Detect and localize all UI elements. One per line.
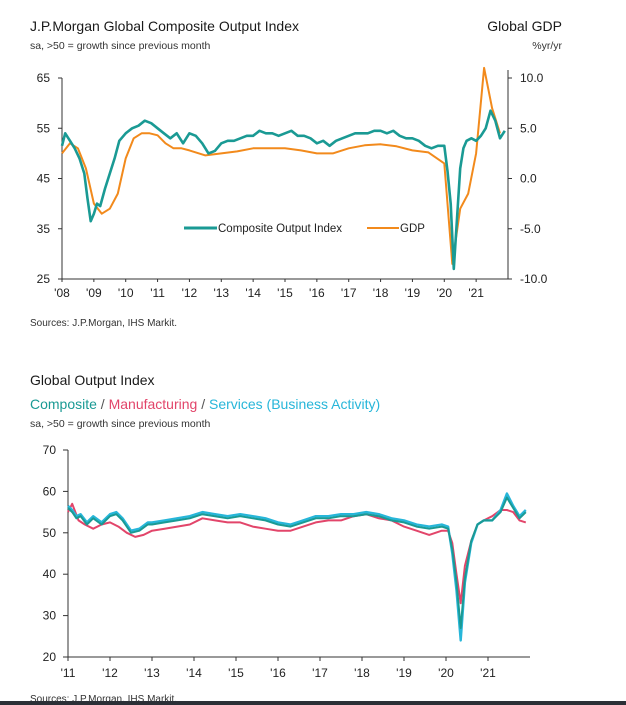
chart2-series-subtitle: Composite / Manufacturing / Services (Bu… bbox=[30, 396, 380, 412]
chart1-x-tick-label: '15 bbox=[277, 286, 293, 300]
chart2-x-tick-label: '12 bbox=[102, 666, 118, 680]
composite-gdp-chart-panel: J.P.Morgan Global Composite Output Index… bbox=[0, 0, 626, 340]
chart2-x-tick-label: '19 bbox=[396, 666, 412, 680]
chart2-x-tick-label: '21 bbox=[480, 666, 496, 680]
chart1-x-tick-label: '14 bbox=[245, 286, 261, 300]
chart2-y-tick-label: 40 bbox=[43, 567, 57, 581]
chart2-y-tick-label: 30 bbox=[43, 609, 57, 623]
chart1-x-tick-label: '18 bbox=[373, 286, 389, 300]
chart1-x-tick-label: '19 bbox=[405, 286, 421, 300]
chart2-x-tick-label: '20 bbox=[438, 666, 454, 680]
chart2-x-tick-label: '15 bbox=[228, 666, 244, 680]
chart1-x-tick-label: '21 bbox=[468, 286, 484, 300]
chart2-x-tick-label: '18 bbox=[354, 666, 370, 680]
chart1-right-tick-label: 10.0 bbox=[520, 71, 544, 85]
chart2-plot: 70 60 50 40 30 20 '11 '12 '13 '14 '15 '16 '17 '18 '19 '… bbox=[43, 443, 530, 680]
legend-composite-label: Composite Output Index bbox=[218, 223, 342, 235]
chart1-x-tick-label: '10 bbox=[118, 286, 134, 300]
chart1-x-tick-label: '16 bbox=[309, 286, 325, 300]
services-series-line bbox=[67, 492, 527, 642]
chart1-right-tick-label: 5.0 bbox=[520, 121, 537, 135]
chart2-x-tick-label: '13 bbox=[144, 666, 160, 680]
chart1-x-tick-label: '20 bbox=[436, 286, 452, 300]
chart2-y-tick-label: 20 bbox=[43, 650, 57, 664]
bottom-bar bbox=[0, 701, 626, 705]
chart1-right-title: Global GDP bbox=[487, 18, 562, 34]
chart1-right-unit: %yr/yr bbox=[532, 40, 562, 52]
chart2-subtitle: sa, >50 = growth since previous month bbox=[30, 418, 211, 430]
chart2-x-tick-label: '14 bbox=[186, 666, 202, 680]
chart1-right-tick-label: 0.0 bbox=[520, 172, 537, 186]
chart1-subtitle: sa, >50 = growth since previous month bbox=[30, 40, 211, 52]
subtitle-composite: Composite bbox=[30, 396, 97, 412]
subtitle-sep-2: / bbox=[197, 396, 209, 412]
composite-series-line bbox=[60, 109, 506, 271]
chart1-left-tick-label: 25 bbox=[37, 272, 51, 286]
chart1-right-tick-label: -10.0 bbox=[520, 272, 548, 286]
global-output-chart-panel: Global Output Index Composite / Manufact… bbox=[0, 360, 626, 705]
chart1-title: J.P.Morgan Global Composite Output Index bbox=[30, 18, 300, 34]
chart2-y-tick-label: 50 bbox=[43, 526, 57, 540]
chart2-title: Global Output Index bbox=[30, 372, 155, 388]
chart1-x-tick-label: '08 bbox=[54, 286, 70, 300]
chart2-x-tick-label: '16 bbox=[270, 666, 286, 680]
chart1-x-tick-label: '17 bbox=[341, 286, 357, 300]
chart2-y-tick-label: 60 bbox=[43, 484, 57, 498]
chart2-source: Sources: J.P.Morgan, IHS Markit. bbox=[30, 694, 178, 705]
subtitle-services: Services (Business Activity) bbox=[208, 396, 381, 412]
chart1-left-tick-label: 45 bbox=[37, 172, 51, 186]
chart1-right-tick-label: -5.0 bbox=[520, 222, 541, 236]
chart2-x-tick-label: '11 bbox=[61, 666, 76, 680]
chart2-y-tick-label: 70 bbox=[43, 443, 57, 457]
chart1-source: Sources: J.P.Morgan, IHS Markit. bbox=[30, 318, 178, 329]
gdp-series-line bbox=[61, 66, 501, 265]
chart1-x-tick-label: '09 bbox=[86, 286, 102, 300]
chart1-left-tick-label: 65 bbox=[37, 71, 51, 85]
chart1-x-tick-label: '13 bbox=[213, 286, 229, 300]
legend-gdp-label: GDP bbox=[400, 223, 425, 235]
composite-series-line-2 bbox=[67, 496, 527, 629]
chart1-plot: 65 55 45 35 25 10.0 5.0 0.0 -5.0 -10.0 '08 '09 '10 '1… bbox=[37, 66, 548, 300]
subtitle-sep-1: / bbox=[96, 396, 109, 412]
chart1-left-tick-label: 35 bbox=[37, 222, 51, 236]
chart1-x-tick-label: '11 bbox=[150, 286, 165, 300]
chart1-left-tick-label: 55 bbox=[37, 121, 51, 135]
chart2-x-tick-label: '17 bbox=[312, 666, 328, 680]
chart1-x-tick-label: '12 bbox=[182, 286, 198, 300]
subtitle-manufacturing: Manufacturing bbox=[108, 396, 198, 412]
